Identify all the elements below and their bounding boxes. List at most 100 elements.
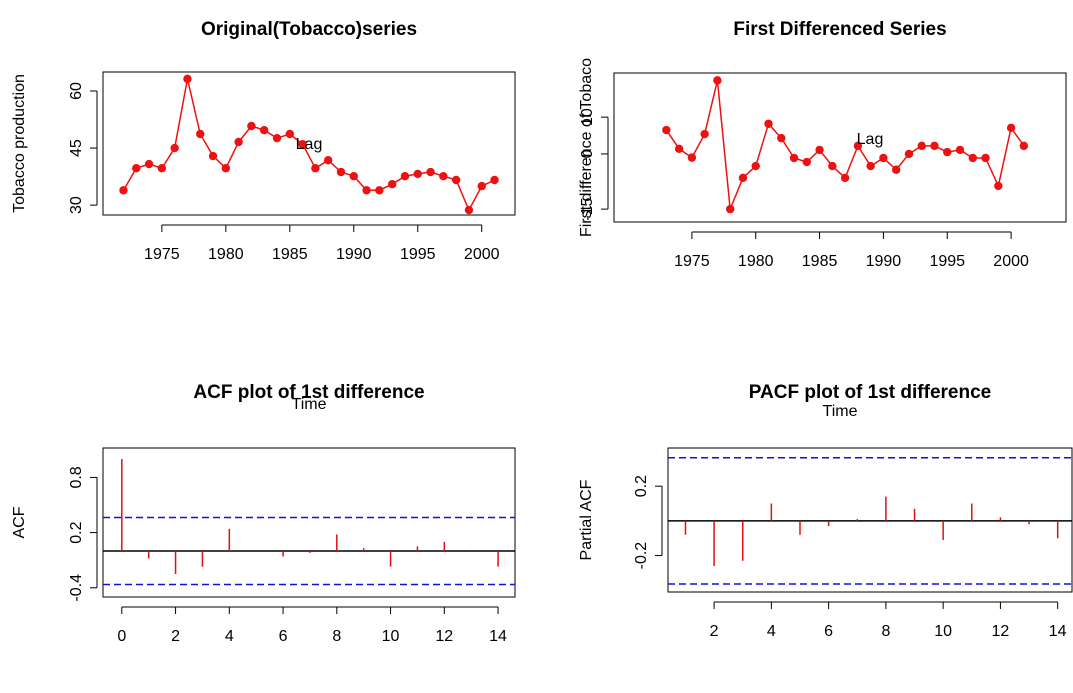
data-point [777, 133, 786, 143]
data-point [943, 147, 952, 157]
chart-title: PACF plot of 1st difference [749, 382, 991, 403]
x-tick-label: 10 [934, 623, 952, 640]
data-point [387, 179, 397, 189]
x-tick-label: 6 [824, 623, 833, 640]
data-point [196, 129, 205, 139]
x-axis-label: Lag [857, 131, 884, 148]
data-point [853, 141, 863, 151]
x-tick-label: 1975 [674, 253, 710, 270]
data-point [234, 137, 243, 147]
x-tick-label: 10 [382, 628, 400, 645]
data-point [904, 149, 914, 159]
x-tick-label: 14 [1049, 623, 1067, 640]
y-axis-label: First difference of Tobaco [578, 58, 595, 237]
data-point [930, 141, 939, 151]
data-point [1019, 141, 1029, 151]
plot-box [102, 71, 516, 216]
data-point [700, 129, 709, 139]
y-tick-label: 45 [68, 139, 85, 157]
chart-title: Original(Tobacco)series [201, 19, 417, 40]
x-tick-label: 1985 [802, 253, 838, 270]
x-tick-label: 1980 [738, 253, 774, 270]
data-point [119, 186, 128, 195]
data-point [917, 141, 926, 151]
data-point [439, 172, 448, 181]
y-tick-label: 10 [579, 108, 596, 126]
x-tick-label: 1980 [208, 246, 244, 263]
data-point [157, 164, 167, 173]
x-tick-label: 4 [767, 623, 776, 640]
data-point [789, 153, 799, 163]
data-point [285, 129, 295, 139]
data-point [221, 164, 231, 173]
data-point [674, 144, 684, 153]
y-tick-label: -0.4 [68, 574, 85, 602]
data-point [400, 172, 410, 181]
x-tick-label: 1985 [272, 246, 308, 263]
data-point [132, 164, 141, 173]
data-point [725, 204, 735, 214]
x-tick-label: 2000 [993, 253, 1029, 270]
x-axis-label: Time [292, 396, 327, 413]
y-tick-label: -0.2 [633, 542, 650, 570]
y-axis-label: Partial ACF [578, 479, 595, 560]
x-axis-label: Lag [296, 136, 323, 153]
data-point [477, 181, 486, 191]
x-tick-label: 6 [279, 628, 288, 645]
x-tick-label: 12 [992, 623, 1010, 640]
data-point [260, 125, 269, 135]
data-point [490, 175, 499, 185]
data-point [828, 161, 837, 171]
data-point [413, 169, 422, 179]
data-point [336, 167, 346, 177]
data-point [170, 143, 179, 153]
y-tick-label: -15 [579, 197, 596, 220]
x-tick-label: 1995 [929, 253, 965, 270]
data-point [981, 153, 990, 163]
data-point [879, 153, 888, 163]
data-point [426, 167, 435, 177]
data-point [866, 161, 875, 171]
data-point [375, 186, 384, 195]
x-tick-label: 14 [489, 628, 507, 645]
y-tick-label: 60 [68, 82, 85, 100]
data-point [208, 151, 218, 161]
y-tick-label: 0 [579, 149, 596, 158]
y-axis-label: Tobacco production [11, 74, 28, 213]
data-point [840, 173, 850, 183]
data-point [349, 172, 358, 181]
x-tick-label: 1990 [866, 253, 902, 270]
y-tick-label: 0.2 [633, 475, 650, 497]
x-tick-label: 1975 [144, 246, 180, 263]
data-point [323, 156, 333, 165]
chart-title: ACF plot of 1st difference [193, 382, 424, 403]
y-tick-label: 0.2 [68, 521, 85, 543]
data-point [738, 173, 748, 183]
x-tick-label: 4 [225, 628, 234, 645]
x-tick-label: 1995 [400, 246, 436, 263]
data-point [183, 74, 192, 84]
x-tick-label: 12 [435, 628, 453, 645]
data-point [994, 181, 1003, 191]
data-point [247, 121, 256, 131]
data-point [713, 76, 722, 85]
x-tick-label: 8 [881, 623, 890, 640]
x-tick-label: 2 [171, 628, 180, 645]
plot-box [667, 447, 1073, 593]
data-point [272, 133, 282, 143]
data-point [955, 145, 965, 155]
data-point [764, 119, 773, 128]
data-point [451, 175, 461, 185]
plot-box [613, 72, 1067, 223]
y-tick-label: 30 [68, 196, 85, 214]
data-point [687, 153, 697, 162]
data-point [968, 153, 977, 163]
data-point [662, 125, 671, 135]
data-point [464, 205, 474, 215]
data-point [298, 140, 307, 149]
data-point [1006, 123, 1016, 133]
x-tick-label: 8 [332, 628, 341, 645]
x-tick-label: 2 [710, 623, 719, 640]
x-tick-label: 1990 [336, 246, 372, 263]
